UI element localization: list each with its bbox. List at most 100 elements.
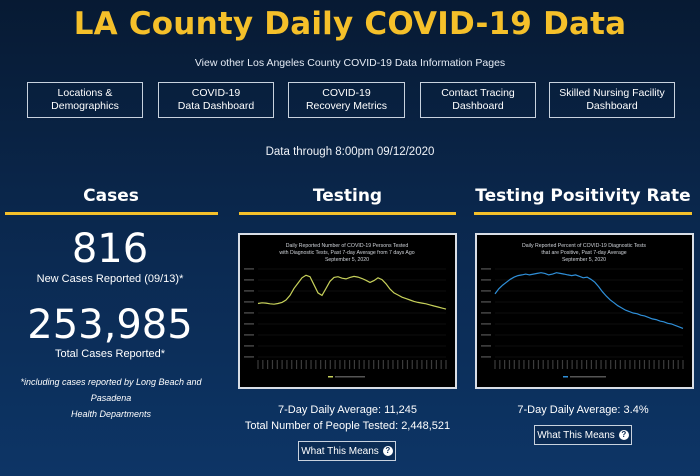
x-tick-label bbox=[663, 360, 665, 369]
x-tick-label bbox=[653, 360, 655, 369]
x-tick-label bbox=[286, 360, 288, 369]
x-tick-label bbox=[557, 360, 559, 369]
x-tick-label bbox=[648, 360, 650, 369]
nav-label-line2: Dashboard bbox=[586, 100, 638, 112]
nav-data-dashboard-button[interactable]: COVID-19 Data Dashboard bbox=[158, 82, 274, 118]
x-tick-label bbox=[329, 360, 331, 369]
nav-label-line1: COVID-19 bbox=[322, 87, 371, 99]
x-tick-label bbox=[576, 360, 578, 369]
x-tick-label bbox=[542, 360, 544, 369]
x-tick-label bbox=[605, 360, 607, 369]
x-tick-label bbox=[624, 360, 626, 369]
x-tick-label bbox=[571, 360, 573, 369]
x-tick-label bbox=[368, 360, 370, 369]
testing-chart-title-line1: Daily Reported Number of COVID-19 Person… bbox=[286, 243, 409, 249]
x-tick-label bbox=[561, 360, 564, 369]
x-tick-label bbox=[585, 360, 588, 369]
positivity-chart-series-line bbox=[494, 272, 684, 329]
positivity-chart-title-line3: September 5, 2020 bbox=[562, 257, 606, 263]
testing-total-label: Total Number of People Tested: 2,448,521 bbox=[244, 420, 451, 432]
x-tick-label bbox=[440, 360, 442, 369]
total-cases-value: 253,985 bbox=[27, 302, 193, 348]
x-tick-label bbox=[619, 360, 621, 369]
x-tick-label bbox=[353, 360, 356, 369]
positivity-chart-legend-text bbox=[570, 376, 606, 378]
x-tick-label bbox=[324, 360, 327, 369]
page-title: LA County Daily COVID-19 Data bbox=[73, 6, 627, 42]
testing-chart: Daily Reported Number of COVID-19 Person… bbox=[238, 233, 457, 389]
x-tick-label bbox=[667, 360, 670, 369]
y-tick-label bbox=[244, 345, 254, 347]
positivity-chart-svg: Daily Reported Percent of COVID-19 Diagn… bbox=[481, 243, 684, 378]
x-tick-label bbox=[523, 360, 525, 369]
x-tick-label bbox=[445, 360, 447, 369]
positivity-chart-title-line1: Daily Reported Percent of COVID-19 Diagn… bbox=[522, 243, 646, 249]
x-tick-label bbox=[406, 360, 409, 369]
x-tick-label bbox=[344, 360, 346, 369]
y-tick-label bbox=[244, 268, 254, 270]
y-tick-label bbox=[481, 334, 491, 336]
nav-recovery-metrics-button[interactable]: COVID-19 Recovery Metrics bbox=[288, 82, 405, 118]
nav-locations-demographics-button[interactable]: Locations & Demographics bbox=[27, 82, 143, 118]
x-tick-label bbox=[499, 360, 501, 369]
new-cases-value: 816 bbox=[71, 226, 149, 272]
x-tick-label bbox=[590, 360, 593, 369]
x-tick-label bbox=[267, 360, 269, 369]
testing-what-this-means-button[interactable]: What This Means ? bbox=[298, 441, 396, 461]
x-tick-label bbox=[677, 360, 679, 369]
x-tick-label bbox=[508, 360, 511, 369]
question-circle-icon: ? bbox=[618, 430, 629, 440]
nav-label-line2: Data Dashboard bbox=[177, 100, 255, 112]
positivity-what-this-means-button[interactable]: What This Means ? bbox=[534, 425, 632, 445]
y-tick-label bbox=[244, 334, 254, 336]
y-tick-label bbox=[481, 356, 491, 358]
x-tick-label bbox=[411, 360, 413, 369]
x-tick-label bbox=[320, 360, 322, 369]
y-tick-label bbox=[481, 301, 491, 303]
nav-contact-tracing-button[interactable]: Contact Tracing Dashboard bbox=[420, 82, 536, 118]
x-tick-label bbox=[528, 360, 530, 369]
x-tick-label bbox=[610, 360, 612, 369]
x-tick-label bbox=[547, 360, 549, 369]
positivity-chart-grid bbox=[481, 268, 683, 358]
x-tick-label bbox=[614, 360, 617, 369]
x-tick-label bbox=[387, 360, 389, 369]
y-tick-label bbox=[244, 312, 254, 314]
x-tick-label bbox=[276, 360, 278, 369]
testing-chart-grid bbox=[244, 268, 446, 358]
positivity-chart-legend-swatch bbox=[563, 376, 568, 378]
x-tick-label bbox=[639, 360, 641, 369]
y-tick-label bbox=[481, 268, 491, 270]
y-tick-label bbox=[244, 290, 254, 292]
testing-chart-title-line3: September 5, 2020 bbox=[325, 257, 369, 263]
x-tick-label bbox=[435, 360, 437, 369]
x-tick-label bbox=[373, 360, 375, 369]
x-tick-label bbox=[339, 360, 341, 369]
x-tick-label bbox=[310, 360, 312, 369]
testing-chart-legend-swatch bbox=[328, 376, 333, 378]
x-tick-label bbox=[426, 360, 428, 369]
x-tick-label bbox=[281, 360, 283, 369]
testing-means-label: What This Means bbox=[301, 445, 379, 457]
x-tick-label bbox=[363, 360, 365, 369]
cases-footnote: *including cases reported by Long Beach … bbox=[6, 374, 216, 422]
x-tick-label bbox=[392, 360, 394, 369]
x-tick-label bbox=[416, 360, 418, 369]
new-cases-label: New Cases Reported (09/13)* bbox=[36, 273, 184, 285]
x-tick-label bbox=[271, 360, 274, 369]
x-tick-label bbox=[595, 360, 597, 369]
positivity-underline bbox=[474, 212, 692, 215]
x-tick-label bbox=[291, 360, 293, 369]
x-tick-label bbox=[552, 360, 554, 369]
x-tick-label bbox=[566, 360, 568, 369]
x-tick-label bbox=[305, 360, 307, 369]
nav-bar: Locations & Demographics COVID-19 Data Das… bbox=[27, 82, 675, 118]
testing-chart-svg: Daily Reported Number of COVID-19 Person… bbox=[244, 243, 447, 378]
x-tick-label bbox=[518, 360, 520, 369]
x-tick-label bbox=[581, 360, 583, 369]
page-subtitle: View other Los Angeles County COVID-19 D… bbox=[194, 57, 506, 69]
testing-chart-x-ticks bbox=[257, 360, 447, 369]
testing-underline bbox=[239, 212, 456, 215]
nav-skilled-nursing-button[interactable]: Skilled Nursing Facility Dashboard bbox=[549, 82, 675, 118]
x-tick-label bbox=[262, 360, 264, 369]
